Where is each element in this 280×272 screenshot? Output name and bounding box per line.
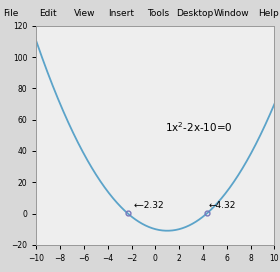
Text: File: File — [4, 9, 19, 18]
Text: Insert: Insert — [109, 9, 135, 18]
Text: View: View — [74, 9, 95, 18]
Text: ←4.32: ←4.32 — [209, 201, 236, 210]
Text: Help: Help — [258, 9, 279, 18]
Text: Desktop: Desktop — [177, 9, 214, 18]
Text: 1x$^2$-2x-10=0: 1x$^2$-2x-10=0 — [165, 120, 233, 134]
Text: ←-2.32: ←-2.32 — [133, 201, 164, 210]
Text: Window: Window — [214, 9, 250, 18]
Text: Tools: Tools — [147, 9, 169, 18]
Text: Edit: Edit — [39, 9, 57, 18]
